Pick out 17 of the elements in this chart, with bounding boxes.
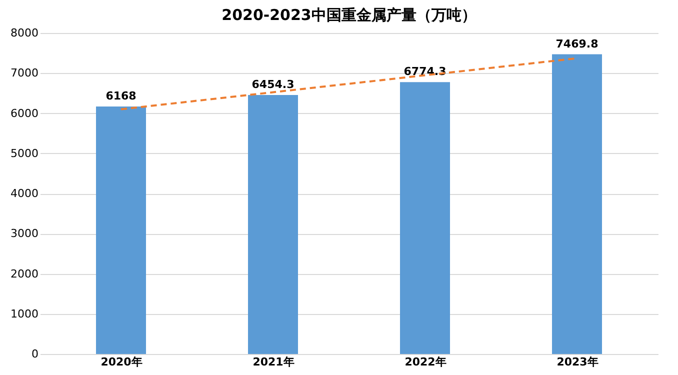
y-tick-label: 4000 (10, 187, 38, 200)
x-tick-label: 2023年 (556, 356, 598, 368)
data-label: 6454.3 (252, 78, 294, 92)
y-tick-label: 1000 (10, 307, 38, 320)
y-tick-label: 7000 (10, 66, 38, 80)
x-tick-label: 2021年 (252, 356, 294, 368)
y-tick-label: 3000 (10, 227, 38, 240)
data-label: 6168 (106, 90, 136, 103)
x-tick-label: 2022年 (404, 356, 446, 368)
y-tick-label: 6000 (10, 106, 38, 120)
y-tick-label: 2000 (10, 267, 38, 280)
y-tick-label: 8000 (10, 26, 38, 40)
data-label: 7469.8 (556, 37, 598, 50)
y-tick-label: 0 (32, 348, 38, 360)
y-tick-label: 5000 (10, 146, 38, 160)
x-tick-label: 2020年 (100, 356, 142, 368)
chart-title: 2020-2023中国重金属产量（万吨） (222, 6, 476, 24)
